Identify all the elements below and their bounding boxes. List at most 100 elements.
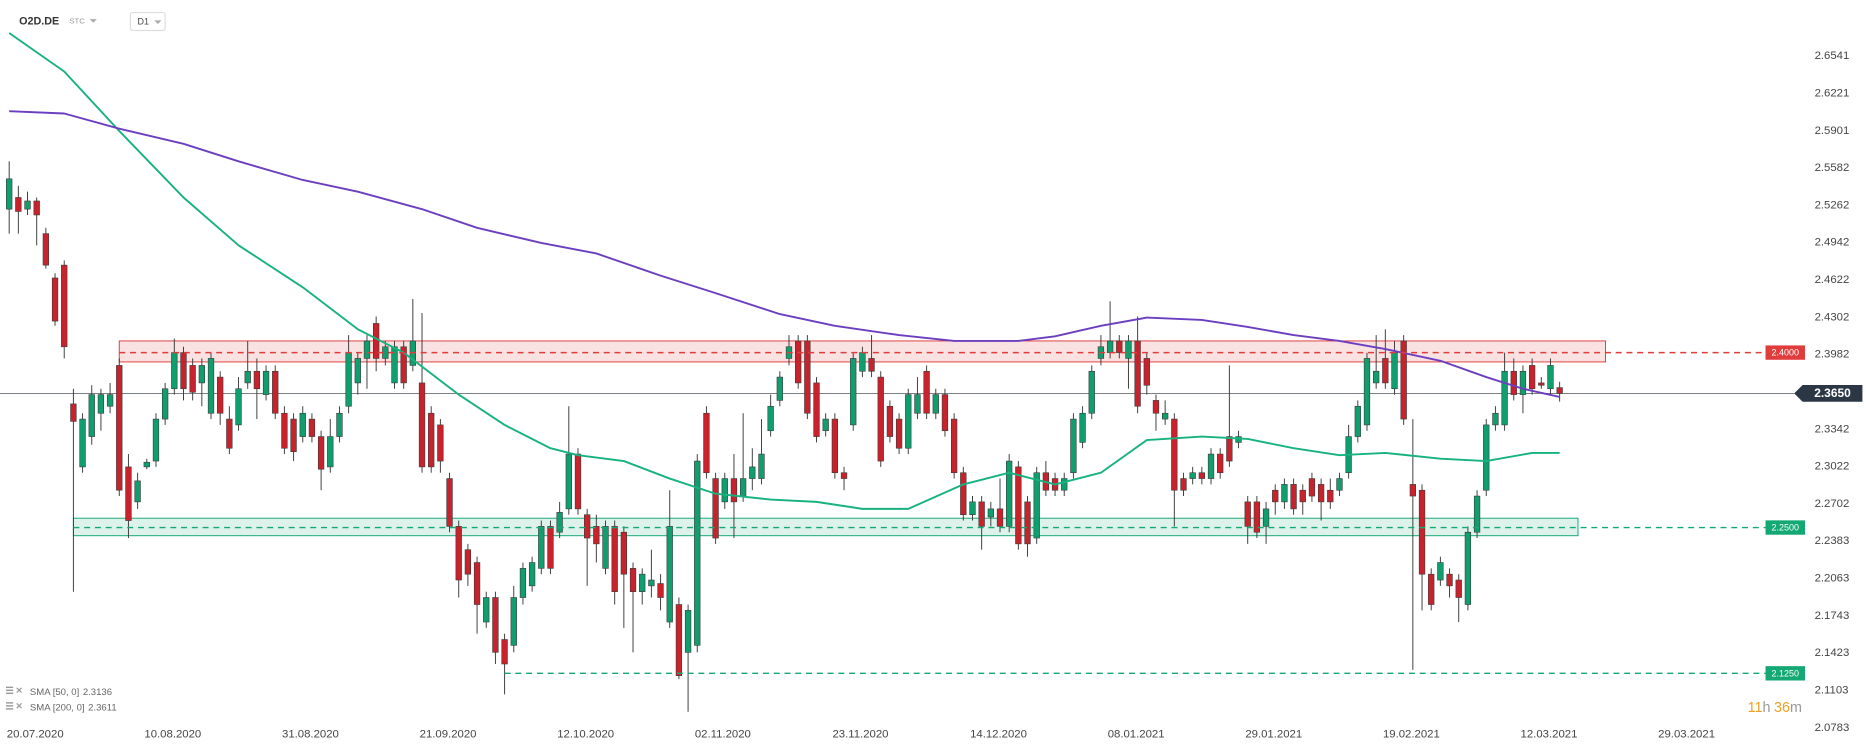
legend-icon[interactable] [5, 702, 14, 704]
candle-body [327, 436, 334, 468]
legend-close[interactable] [16, 702, 22, 709]
candle-body [1290, 484, 1297, 510]
candle-body [666, 526, 673, 623]
candle-body [721, 478, 728, 503]
candle-body [1262, 508, 1270, 527]
candle-body [1162, 412, 1169, 420]
x-tick-label: 12.10.2020 [557, 728, 614, 740]
candle-body [1409, 484, 1416, 497]
y-tick-label: 2.5582 [1815, 162, 1850, 174]
interval[interactable]: D1 [138, 17, 149, 27]
level-label: 2.2500 [1772, 523, 1799, 533]
candle-body [33, 200, 40, 216]
candle-body [602, 526, 609, 569]
candle-body [712, 478, 719, 539]
candle-body [134, 480, 141, 503]
candle-body [1483, 424, 1490, 491]
x-tick-label: 14.12.2020 [970, 728, 1027, 740]
candle-body [877, 376, 884, 462]
candle-body [1327, 489, 1334, 503]
x-tick-label: 12.03.2021 [1521, 728, 1578, 740]
x-tick-label: 20.07.2020 [7, 728, 64, 740]
legend-icon[interactable] [5, 705, 14, 707]
y-tick-label: 2.3342 [1815, 423, 1850, 435]
candle-body [428, 412, 435, 468]
y-tick-label: 2.6221 [1815, 88, 1850, 100]
candle-body [868, 358, 875, 372]
candle-body [703, 412, 710, 474]
candle-body [235, 388, 242, 426]
legend-value: 2.3136 [83, 687, 112, 698]
level-label: 2.1250 [1772, 668, 1799, 678]
candle-body [501, 639, 508, 665]
candle-body [987, 508, 994, 518]
candle-body [978, 501, 985, 527]
y-tick-label: 2.4942 [1815, 237, 1850, 249]
candle-body [492, 597, 499, 653]
mode[interactable]: STC [69, 17, 85, 26]
candle-body [1528, 365, 1536, 390]
candle-body [70, 403, 77, 422]
candle-body [923, 370, 930, 414]
y-tick-label: 2.2702 [1815, 498, 1850, 510]
candle-body [822, 418, 829, 432]
candle-body [1244, 501, 1251, 527]
candle-body [308, 418, 316, 437]
legend-value: 2.3611 [88, 702, 117, 713]
candle-body [675, 604, 683, 676]
legend-label: SMA [200, 0] 2.3611 [30, 702, 117, 713]
candle-body [6, 178, 13, 210]
candle-body [226, 418, 233, 449]
symbol[interactable]: O2D.DE [19, 15, 59, 27]
candle-body [152, 418, 160, 462]
legend-icon[interactable] [5, 692, 14, 695]
y-tick-label: 2.4302 [1815, 311, 1850, 323]
candle-body [1299, 489, 1306, 503]
candle-body [950, 418, 958, 474]
candle-body [1272, 489, 1279, 503]
x-tick-label: 19.02.2021 [1383, 728, 1440, 740]
sma-line [9, 110, 1560, 398]
legend-icon[interactable] [5, 686, 14, 689]
legend-name: SMA [50, 0] [30, 687, 79, 698]
candle-body [1464, 531, 1472, 605]
candle-body [42, 233, 50, 266]
y-tick-label: 2.4622 [1815, 274, 1850, 286]
candle-body [363, 340, 371, 359]
candle-body [88, 394, 95, 437]
candle-body [749, 466, 756, 479]
candle-body [1336, 478, 1343, 491]
candle-body [354, 358, 361, 384]
candle-body [1308, 478, 1316, 497]
candle-body [1180, 478, 1187, 491]
candle-body [455, 526, 462, 581]
dropdown-arrow[interactable] [154, 20, 162, 24]
y-tick-label: 2.1743 [1815, 610, 1850, 622]
candle-body [905, 394, 912, 449]
candle-body [1134, 340, 1141, 407]
candle-body [804, 340, 811, 414]
candle-body [574, 453, 582, 510]
legend-icon[interactable] [5, 689, 14, 692]
candle-body [207, 358, 215, 414]
candle-body [1547, 365, 1554, 390]
candle-body [629, 568, 637, 592]
interval-box[interactable] [129, 11, 166, 32]
legend-close[interactable] [16, 687, 22, 694]
candle-body [244, 370, 251, 384]
candle-body [1198, 472, 1205, 479]
candle-body [1116, 340, 1123, 353]
candle-body [317, 436, 325, 470]
dropdown-arrow[interactable] [89, 19, 97, 23]
candle-body [565, 453, 572, 510]
candle-body [345, 352, 352, 407]
legend-label: SMA [50, 0] 2.3136 [30, 687, 112, 698]
legend-icon[interactable] [5, 708, 14, 710]
candle-body [1473, 495, 1481, 533]
candle-body [932, 394, 939, 414]
candle-body [483, 597, 490, 623]
plot-area [0, 32, 1795, 712]
candle-body [1070, 418, 1077, 474]
candle-body [914, 394, 921, 414]
